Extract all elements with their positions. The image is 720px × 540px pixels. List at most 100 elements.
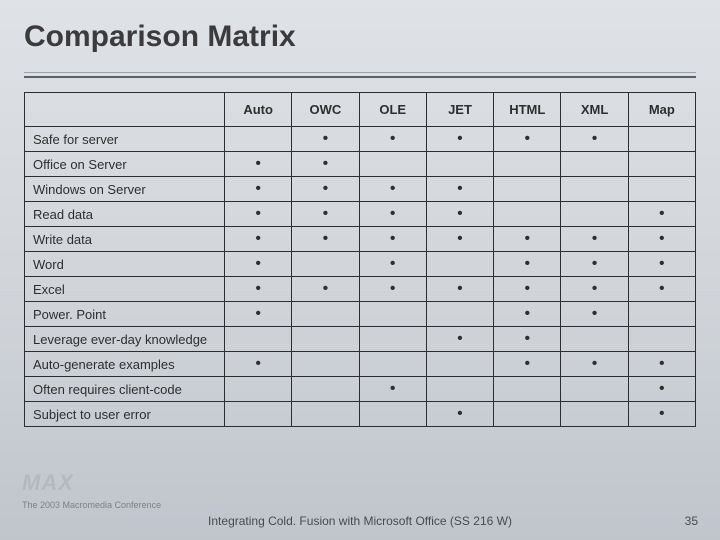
footer-center: Integrating Cold. Fusion with Microsoft … bbox=[0, 514, 720, 528]
table-cell: • bbox=[494, 277, 561, 302]
dot-icon: • bbox=[659, 355, 665, 372]
table-cell: • bbox=[494, 327, 561, 352]
table-cell bbox=[494, 177, 561, 202]
table-cell: • bbox=[561, 252, 628, 277]
row-label: Often requires client-code bbox=[25, 377, 225, 402]
table-cell: • bbox=[225, 202, 292, 227]
table-cell: • bbox=[359, 252, 426, 277]
table-cell bbox=[292, 352, 359, 377]
dot-icon: • bbox=[592, 280, 598, 297]
table-cell bbox=[292, 327, 359, 352]
table-cell: • bbox=[561, 352, 628, 377]
dot-icon: • bbox=[659, 205, 665, 222]
dot-icon: • bbox=[390, 255, 396, 272]
dot-icon: • bbox=[323, 280, 329, 297]
dot-icon: • bbox=[323, 230, 329, 247]
dot-icon: • bbox=[457, 230, 463, 247]
slide-title: Comparison Matrix bbox=[24, 20, 696, 54]
table-cell bbox=[359, 327, 426, 352]
table-cell: • bbox=[359, 227, 426, 252]
page-number: 35 bbox=[685, 514, 698, 528]
dot-icon: • bbox=[457, 180, 463, 197]
dot-icon: • bbox=[524, 305, 530, 322]
dot-icon: • bbox=[524, 230, 530, 247]
table-cell: • bbox=[628, 277, 695, 302]
dot-icon: • bbox=[524, 355, 530, 372]
row-label: Auto-generate examples bbox=[25, 352, 225, 377]
dot-icon: • bbox=[592, 305, 598, 322]
divider-thin bbox=[24, 72, 696, 73]
dot-icon: • bbox=[390, 280, 396, 297]
table-cell: • bbox=[292, 152, 359, 177]
table-cell: • bbox=[426, 327, 493, 352]
dot-icon: • bbox=[323, 155, 329, 172]
col-header: Map bbox=[628, 93, 695, 127]
dot-icon: • bbox=[255, 255, 261, 272]
dot-icon: • bbox=[255, 280, 261, 297]
table-cell: • bbox=[225, 227, 292, 252]
table-cell bbox=[359, 352, 426, 377]
table-cell: • bbox=[426, 277, 493, 302]
table-cell bbox=[225, 127, 292, 152]
table-cell: • bbox=[225, 177, 292, 202]
table-cell: • bbox=[225, 352, 292, 377]
table-row: Subject to user error • • bbox=[25, 402, 696, 427]
table-cell bbox=[359, 152, 426, 177]
dot-icon: • bbox=[390, 130, 396, 147]
table-cell bbox=[225, 327, 292, 352]
table-cell: • bbox=[494, 302, 561, 327]
table-cell bbox=[494, 202, 561, 227]
table-cell bbox=[426, 352, 493, 377]
dot-icon: • bbox=[323, 180, 329, 197]
dot-icon: • bbox=[323, 205, 329, 222]
table-cell: • bbox=[292, 277, 359, 302]
table-cell: • bbox=[628, 402, 695, 427]
table-cell bbox=[225, 402, 292, 427]
dot-icon: • bbox=[592, 355, 598, 372]
table-cell: • bbox=[628, 227, 695, 252]
row-label: Write data bbox=[25, 227, 225, 252]
table-row: Windows on Server•••• bbox=[25, 177, 696, 202]
table-row: Often requires client-code•• bbox=[25, 377, 696, 402]
table-cell bbox=[359, 302, 426, 327]
table-cell: • bbox=[628, 202, 695, 227]
dot-icon: • bbox=[659, 230, 665, 247]
table-cell: • bbox=[561, 277, 628, 302]
table-cell bbox=[292, 377, 359, 402]
dot-icon: • bbox=[524, 130, 530, 147]
footer-left-text: The 2003 Macromedia Conference bbox=[22, 500, 161, 510]
dot-icon: • bbox=[457, 280, 463, 297]
dot-icon: • bbox=[659, 280, 665, 297]
table-cell bbox=[628, 152, 695, 177]
table-cell bbox=[561, 202, 628, 227]
table-cell: • bbox=[292, 127, 359, 152]
table-cell bbox=[628, 327, 695, 352]
dot-icon: • bbox=[457, 130, 463, 147]
col-header: JET bbox=[426, 93, 493, 127]
table-cell bbox=[628, 177, 695, 202]
table-cell: • bbox=[225, 302, 292, 327]
dot-icon: • bbox=[457, 405, 463, 422]
dot-icon: • bbox=[390, 205, 396, 222]
dot-icon: • bbox=[255, 180, 261, 197]
table-row: Write data • • • • • • • bbox=[25, 227, 696, 252]
table-row: Office on Server•• bbox=[25, 152, 696, 177]
table-cell: • bbox=[426, 227, 493, 252]
table-cell: • bbox=[561, 127, 628, 152]
row-label: Subject to user error bbox=[25, 402, 225, 427]
table-cell: • bbox=[426, 402, 493, 427]
table-cell: • bbox=[561, 227, 628, 252]
table-cell bbox=[494, 152, 561, 177]
table-cell bbox=[292, 302, 359, 327]
table-cell: • bbox=[426, 177, 493, 202]
dot-icon: • bbox=[255, 230, 261, 247]
comparison-table: Auto OWC OLE JET HTML XML Map Safe for s… bbox=[24, 92, 696, 427]
dot-icon: • bbox=[323, 130, 329, 147]
table-cell: • bbox=[225, 252, 292, 277]
table-cell: • bbox=[292, 177, 359, 202]
dot-icon: • bbox=[255, 305, 261, 322]
table-cell: • bbox=[225, 152, 292, 177]
table-cell: • bbox=[359, 377, 426, 402]
table-cell bbox=[292, 402, 359, 427]
dot-icon: • bbox=[592, 255, 598, 272]
